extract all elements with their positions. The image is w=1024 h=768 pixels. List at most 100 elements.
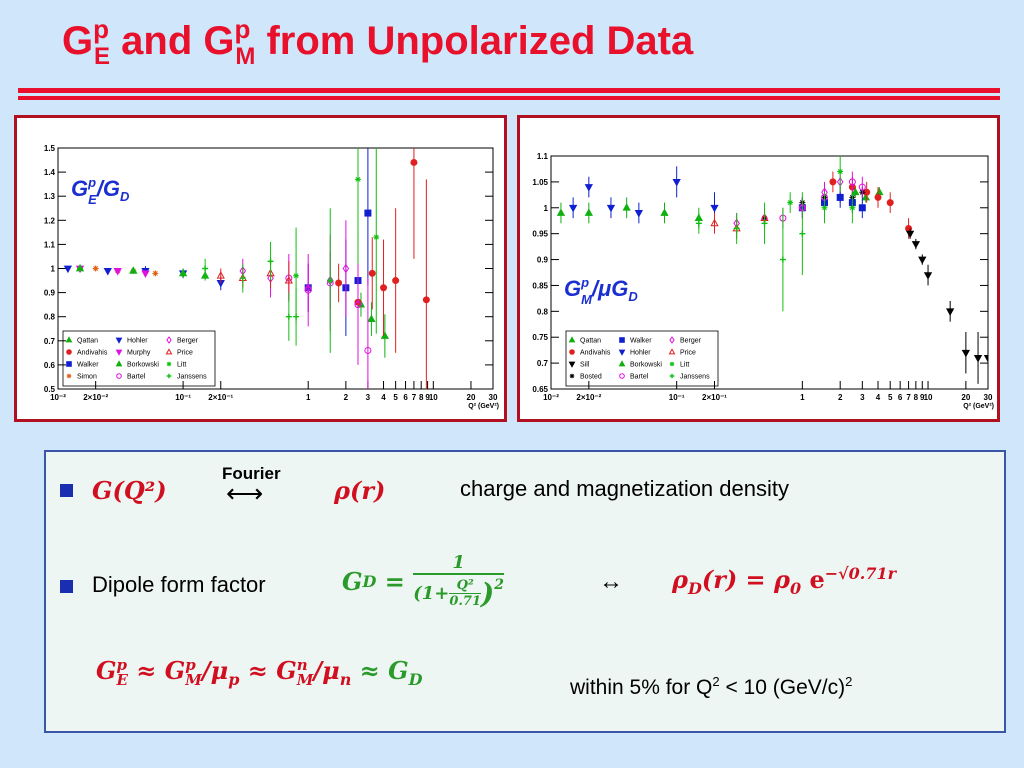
data-point bbox=[905, 224, 913, 232]
legend-label: Hohler bbox=[630, 350, 651, 357]
x-tick-label: 2 bbox=[838, 393, 843, 402]
data-point bbox=[364, 209, 372, 217]
formula-part: p bbox=[228, 669, 240, 689]
data-point bbox=[368, 269, 376, 277]
formula-part: e bbox=[801, 565, 825, 594]
x-tick-label: 9 bbox=[920, 393, 925, 402]
fraction: Q² 0.71 bbox=[449, 578, 481, 609]
legend-label: Borkowski bbox=[127, 362, 159, 369]
formula-part: D bbox=[687, 578, 702, 598]
chart-panel: 0.5 0.6 0.7 0.8 0.9 1 1.1 1.2 1.3 1.4 1.5 10⁻² 2×10⁻… bbox=[14, 115, 507, 422]
note-part: 2 bbox=[712, 674, 720, 689]
legend-marker bbox=[115, 360, 123, 367]
annotation-part: G bbox=[71, 176, 88, 201]
legend-label: Andivahis bbox=[77, 350, 108, 357]
legend-label: Price bbox=[177, 350, 193, 357]
legend-marker bbox=[669, 336, 675, 344]
formula-part: p bbox=[116, 655, 128, 674]
formula-part: −√0.71r bbox=[824, 564, 897, 583]
data-point bbox=[874, 193, 882, 201]
data-point bbox=[829, 178, 837, 186]
formula-part: ≈ G bbox=[239, 656, 297, 685]
x-tick-label: 1 bbox=[306, 393, 311, 402]
data-point bbox=[861, 192, 870, 201]
legend-box bbox=[62, 330, 216, 387]
formula-part: ) bbox=[481, 577, 495, 610]
y-tick-label: 0.8 bbox=[537, 307, 549, 316]
title-part: E bbox=[94, 43, 111, 70]
legend-marker bbox=[115, 337, 123, 344]
y-tick-label: 0.65 bbox=[532, 385, 548, 394]
legend-marker bbox=[166, 336, 172, 344]
x-tick-label: 9 bbox=[425, 393, 430, 402]
annotation-part: p bbox=[580, 275, 589, 290]
legend-marker bbox=[166, 361, 172, 367]
data-point bbox=[849, 204, 856, 211]
data-point bbox=[216, 271, 225, 279]
annotation-part: G bbox=[564, 276, 581, 301]
fraction: 1 (1+ Q² 0.71) 2 bbox=[413, 552, 504, 610]
annotation-part: /G bbox=[96, 176, 120, 201]
x-tick-label: 3 bbox=[860, 393, 865, 402]
x-tick-label: 5 bbox=[888, 393, 893, 402]
data-point bbox=[568, 204, 578, 213]
data-point bbox=[75, 263, 85, 272]
note-part: < 10 (GeV/c) bbox=[719, 676, 846, 699]
formula-part: = bbox=[376, 566, 414, 596]
legend-marker bbox=[669, 361, 675, 367]
data-layer bbox=[63, 148, 430, 389]
note-part: 2 bbox=[845, 674, 853, 689]
annotation: Gp E/GD bbox=[71, 175, 130, 207]
legend-marker bbox=[65, 336, 73, 343]
y-tick-label: 1.2 bbox=[44, 216, 56, 225]
title-part: p bbox=[234, 14, 251, 44]
data-point bbox=[327, 277, 334, 284]
data-point bbox=[152, 270, 159, 277]
x-tick-label: 7 bbox=[412, 393, 417, 402]
formula-part: 1 bbox=[452, 552, 465, 573]
x-tick-label: 6 bbox=[898, 393, 903, 402]
legend-marker bbox=[618, 349, 626, 356]
legend-marker bbox=[568, 336, 576, 343]
data-layer bbox=[556, 156, 988, 389]
slide-title: GpE and GpM from Unpolarized Data bbox=[62, 14, 693, 71]
y-tick-label: 0.8 bbox=[44, 313, 56, 322]
data-point bbox=[911, 241, 921, 249]
x-axis-label: Q² (GeV²) bbox=[468, 403, 499, 410]
annotation-part: /μG bbox=[591, 276, 629, 301]
legend-label: Bartel bbox=[127, 374, 146, 381]
info-box: G(Q²) Fourier ⟷ ρ(r) charge and magnetiz… bbox=[44, 450, 1006, 733]
x-tick-label: 2×10⁻¹ bbox=[702, 393, 727, 402]
data-point bbox=[422, 296, 430, 304]
data-point bbox=[103, 268, 112, 276]
y-tick-label: 1.3 bbox=[44, 192, 56, 201]
formula-part: ≈ G bbox=[127, 656, 186, 685]
x-tick-label: 2×10⁻² bbox=[83, 393, 108, 402]
x-tick-label: 5 bbox=[393, 393, 398, 402]
data-point bbox=[858, 204, 866, 212]
plot-frame bbox=[57, 147, 494, 390]
data-point bbox=[836, 193, 844, 201]
y-tick-label: 1.1 bbox=[44, 240, 56, 249]
legend-label: Andivahis bbox=[580, 350, 611, 357]
legend-marker bbox=[569, 373, 575, 379]
chart: 0.65 0.7 0.75 0.8 0.85 0.9 0.95 1 1.05 1.1 10⁻² 2×1… bbox=[532, 152, 994, 410]
formula-part: 0 bbox=[789, 578, 802, 598]
legend-marker bbox=[568, 361, 576, 368]
formula-part: (1+ bbox=[413, 583, 450, 604]
data-point bbox=[875, 187, 884, 196]
annotation: Gp M/μGD bbox=[564, 275, 638, 307]
data-point bbox=[660, 208, 669, 216]
annotation-part: M bbox=[581, 292, 593, 307]
legend-marker bbox=[66, 349, 72, 355]
data-point bbox=[335, 279, 343, 287]
data-point bbox=[584, 184, 593, 192]
bullet-text: charge and magnetization density bbox=[460, 476, 789, 501]
data-point bbox=[239, 275, 246, 282]
data-point bbox=[634, 210, 643, 218]
x-tick-label: 3 bbox=[366, 393, 371, 402]
